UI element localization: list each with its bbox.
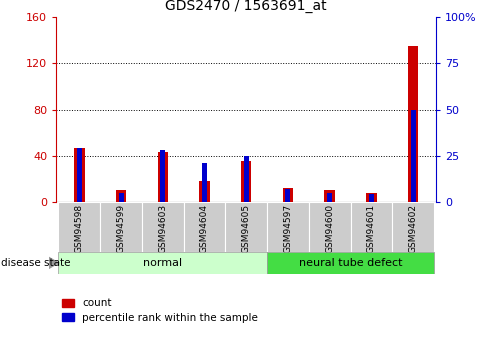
Bar — [327, 193, 332, 202]
Bar — [408, 46, 418, 202]
Text: neural tube defect: neural tube defect — [299, 258, 402, 268]
Bar — [283, 188, 293, 202]
Bar — [350, 202, 392, 252]
Bar — [116, 190, 126, 202]
Bar — [267, 252, 434, 274]
Bar — [202, 163, 207, 202]
Bar — [369, 195, 374, 202]
Polygon shape — [49, 257, 60, 269]
Bar — [392, 202, 434, 252]
Text: GSM94603: GSM94603 — [158, 204, 167, 254]
Bar — [158, 152, 168, 202]
Bar — [366, 193, 377, 202]
Bar — [241, 161, 251, 202]
Bar — [286, 189, 291, 202]
Bar — [119, 193, 123, 202]
Text: GSM94601: GSM94601 — [367, 204, 376, 254]
Title: GDS2470 / 1563691_at: GDS2470 / 1563691_at — [166, 0, 327, 13]
Bar — [77, 148, 82, 202]
Text: GSM94604: GSM94604 — [200, 204, 209, 253]
Bar — [324, 190, 335, 202]
Bar — [199, 181, 210, 202]
Bar — [184, 202, 225, 252]
Text: GSM94602: GSM94602 — [409, 204, 417, 253]
Text: normal: normal — [143, 258, 182, 268]
Bar — [160, 150, 165, 202]
Bar — [58, 252, 267, 274]
Bar — [267, 202, 309, 252]
Text: GSM94597: GSM94597 — [283, 204, 293, 254]
Bar — [225, 202, 267, 252]
Bar — [58, 202, 100, 252]
Bar — [74, 148, 84, 202]
Text: GSM94605: GSM94605 — [242, 204, 251, 254]
Bar — [309, 202, 350, 252]
Text: GSM94598: GSM94598 — [75, 204, 84, 254]
Text: GSM94600: GSM94600 — [325, 204, 334, 254]
Bar — [142, 202, 184, 252]
Bar — [411, 110, 416, 202]
Bar — [100, 202, 142, 252]
Legend: count, percentile rank within the sample: count, percentile rank within the sample — [62, 298, 258, 323]
Text: GSM94599: GSM94599 — [117, 204, 125, 254]
Bar — [244, 156, 249, 202]
Text: disease state: disease state — [1, 258, 71, 268]
